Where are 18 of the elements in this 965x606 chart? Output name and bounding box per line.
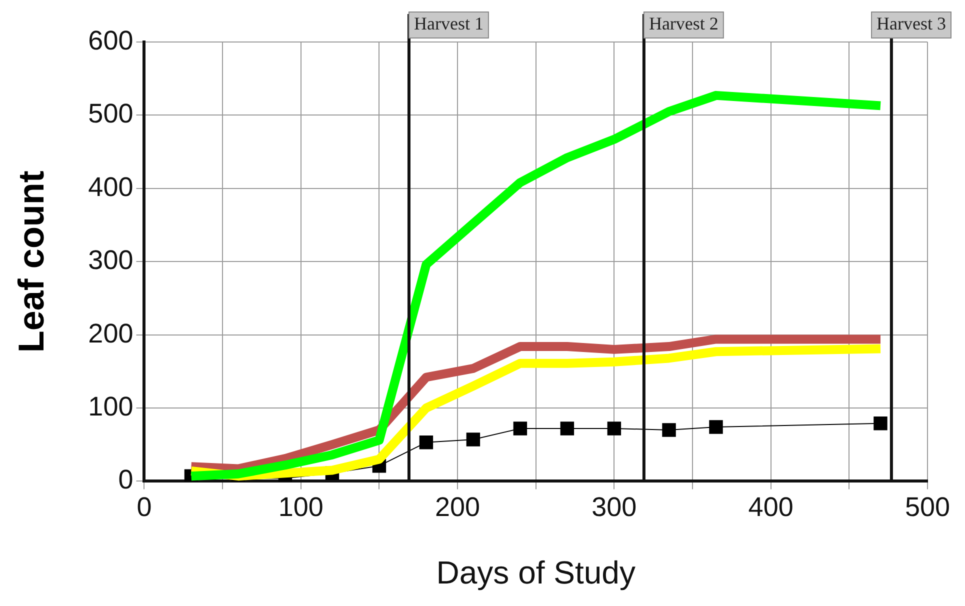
- y-tick-label: 200: [88, 318, 134, 348]
- y-tick-label: 600: [88, 25, 134, 56]
- ref-line-label: Harvest 1: [414, 14, 484, 34]
- y-tick-label: 100: [88, 391, 134, 422]
- x-tick-label: 100: [278, 492, 324, 522]
- y-tick-label: 400: [88, 172, 134, 202]
- y-tick-label: 0: [118, 464, 134, 495]
- x-tick-label: 400: [748, 492, 794, 522]
- y-axis-title: Leaf count: [10, 170, 52, 353]
- ref-line-label: Harvest 3: [876, 14, 946, 34]
- y-tick-label: 300: [88, 245, 134, 276]
- x-tick-label: 0: [136, 492, 152, 522]
- x-axis-title: Days of Study: [436, 554, 636, 591]
- x-tick-label: 200: [435, 492, 480, 522]
- y-tick-label: 500: [88, 98, 134, 129]
- x-tick-label: 500: [904, 492, 950, 522]
- ref-line-label: Harvest 2: [648, 14, 718, 34]
- x-tick-label: 300: [592, 492, 637, 522]
